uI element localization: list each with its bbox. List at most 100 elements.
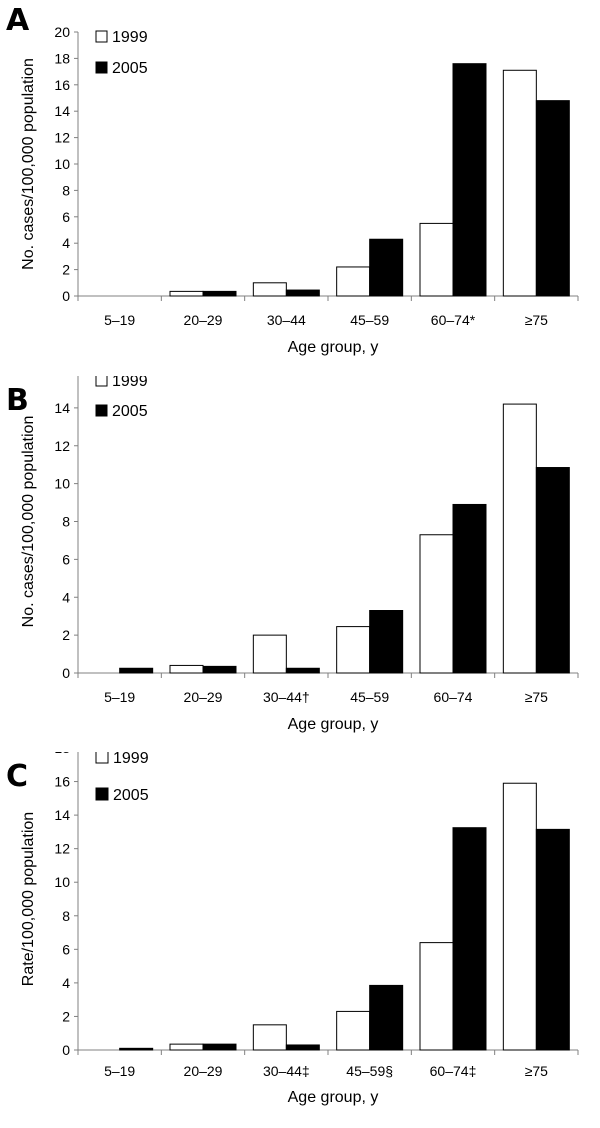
x-tick-label: 30–44 bbox=[267, 312, 306, 328]
y-tick-label: 14 bbox=[54, 400, 70, 416]
y-tick-label: 12 bbox=[54, 438, 70, 454]
panel-label: B bbox=[6, 383, 29, 418]
y-tick-label: 14 bbox=[54, 103, 70, 119]
y-tick-label: 12 bbox=[54, 130, 70, 146]
x-tick-label: 5–19 bbox=[104, 312, 135, 328]
x-axis-label: Age group, y bbox=[288, 1089, 379, 1106]
bar-1999-5 bbox=[419, 222, 454, 297]
bar-1999-5 bbox=[419, 534, 454, 674]
bar-2005-4 bbox=[369, 238, 404, 297]
x-tick-label: 60–74* bbox=[431, 312, 476, 328]
y-axis-label: Rate/100,000 population bbox=[20, 812, 37, 986]
y-tick-label: 20 bbox=[54, 24, 70, 40]
x-tick-label: 20–29 bbox=[184, 312, 223, 328]
bar-1999-2 bbox=[169, 290, 204, 297]
y-tick-label: 16 bbox=[54, 774, 70, 790]
bar-1999-3 bbox=[252, 1024, 287, 1051]
bar-2005-1 bbox=[119, 1047, 154, 1051]
x-tick-label: 45–59 bbox=[350, 689, 389, 705]
y-tick-label: 10 bbox=[54, 476, 70, 492]
x-tick-label: 20–29 bbox=[184, 1063, 223, 1079]
legend-label-2005: 2005 bbox=[112, 60, 148, 77]
y-tick-label: 8 bbox=[62, 514, 70, 530]
bar-2005-5 bbox=[452, 827, 487, 1051]
chart-panel-c: C 0 2 4 6 8 10 12 14 16 18 5–19 20–29 30–44‡ 45–59§ 60–… bbox=[0, 752, 600, 1128]
bar-2005-6 bbox=[535, 467, 570, 674]
bar-1999-5 bbox=[419, 942, 454, 1051]
y-tick-label: 4 bbox=[62, 975, 70, 991]
x-tick-label: ≥75 bbox=[525, 1063, 548, 1079]
chart-svg: B 0 2 4 6 8 10 12 14 16 5–19 20–29 30–44† 45–59 60–74 ≥… bbox=[6, 376, 579, 733]
y-axis-label: No. cases/100,000 population bbox=[20, 416, 37, 628]
y-tick-label: 4 bbox=[62, 235, 70, 251]
y-tick-label: 16 bbox=[54, 77, 70, 93]
y-tick-label: 0 bbox=[62, 288, 70, 304]
bar-1999-4 bbox=[336, 626, 371, 674]
bar-2005-6 bbox=[535, 828, 570, 1051]
y-tick-label: 16 bbox=[54, 376, 70, 378]
x-tick-label: 45–59§ bbox=[346, 1063, 393, 1079]
y-tick-label: 10 bbox=[54, 874, 70, 890]
y-tick-label: 18 bbox=[54, 50, 70, 66]
x-tick-label: 60–74 bbox=[434, 689, 473, 705]
y-tick-label: 2 bbox=[62, 1008, 70, 1024]
y-tick-label: 8 bbox=[62, 908, 70, 924]
bar-2005-4 bbox=[369, 610, 404, 674]
bar-1999-2 bbox=[169, 1043, 204, 1051]
bar-2005-5 bbox=[452, 63, 487, 297]
panel-label: C bbox=[6, 759, 28, 794]
chart-svg: A 0 2 4 6 8 10 12 14 16 18 20 5–19 20–29 30–44 45–59 60–… bbox=[6, 3, 579, 356]
x-tick-label: 60–74‡ bbox=[430, 1063, 477, 1079]
bar-2005-4 bbox=[369, 984, 404, 1051]
y-tick-label: 12 bbox=[54, 841, 70, 857]
bar-1999-6 bbox=[502, 782, 537, 1051]
x-tick-label: 5–19 bbox=[104, 1063, 135, 1079]
x-axis-label: Age group, y bbox=[288, 716, 379, 733]
legend-label-2005: 2005 bbox=[112, 403, 148, 420]
legend-swatch-2005 bbox=[95, 61, 108, 74]
y-axis-label: No. cases/100,000 population bbox=[20, 58, 37, 270]
legend-swatch-1999 bbox=[95, 376, 108, 387]
x-tick-label: 30–44‡ bbox=[263, 1063, 310, 1079]
bar-1999-6 bbox=[502, 403, 537, 674]
bar-2005-5 bbox=[452, 503, 487, 674]
y-tick-label: 10 bbox=[54, 156, 70, 172]
x-axis-label: Age group, y bbox=[288, 339, 379, 356]
x-tick-label: 5–19 bbox=[104, 689, 135, 705]
bar-2005-3 bbox=[285, 667, 320, 674]
legend-swatch-1999 bbox=[95, 752, 109, 764]
bar-1999-4 bbox=[336, 266, 371, 297]
x-tick-label: ≥75 bbox=[525, 312, 548, 328]
chart-svg: C 0 2 4 6 8 10 12 14 16 18 5–19 20–29 30–44‡ 45–59§ 60–… bbox=[6, 752, 579, 1106]
bar-1999-3 bbox=[252, 282, 287, 297]
y-tick-label: 14 bbox=[54, 807, 70, 823]
bar-2005-2 bbox=[202, 290, 237, 297]
y-tick-label: 2 bbox=[62, 262, 70, 278]
x-tick-label: ≥75 bbox=[525, 689, 548, 705]
bar-2005-1 bbox=[119, 667, 154, 674]
bar-2005-2 bbox=[202, 665, 237, 674]
bar-1999-3 bbox=[252, 634, 287, 674]
y-tick-label: 2 bbox=[62, 627, 70, 643]
x-tick-label: 20–29 bbox=[184, 689, 223, 705]
bar-1999-4 bbox=[336, 1010, 371, 1051]
y-tick-label: 8 bbox=[62, 182, 70, 198]
chart-panel-a: A 0 2 4 6 8 10 12 14 16 18 20 5–19 20–29 30–44 45–59 60–… bbox=[0, 0, 600, 376]
chart-panel-b: B 0 2 4 6 8 10 12 14 16 5–19 20–29 30–44† 45–59 60–74 ≥… bbox=[0, 376, 600, 752]
bar-2005-3 bbox=[285, 1044, 320, 1051]
legend-label-1999: 1999 bbox=[112, 29, 148, 46]
bar-1999-6 bbox=[502, 69, 537, 297]
bar-2005-3 bbox=[285, 289, 320, 297]
legend-swatch-2005 bbox=[95, 787, 109, 801]
bar-2005-6 bbox=[535, 100, 570, 297]
bar-1999-2 bbox=[169, 664, 204, 674]
y-tick-label: 0 bbox=[62, 665, 70, 681]
y-tick-label: 18 bbox=[54, 752, 70, 756]
legend-swatch-1999 bbox=[95, 30, 108, 43]
y-tick-label: 0 bbox=[62, 1042, 70, 1058]
legend-label-1999: 1999 bbox=[112, 376, 148, 390]
y-tick-label: 6 bbox=[62, 941, 70, 957]
legend-swatch-2005 bbox=[95, 404, 108, 417]
legend-label-1999: 1999 bbox=[113, 752, 149, 767]
panel-label: A bbox=[6, 3, 30, 38]
